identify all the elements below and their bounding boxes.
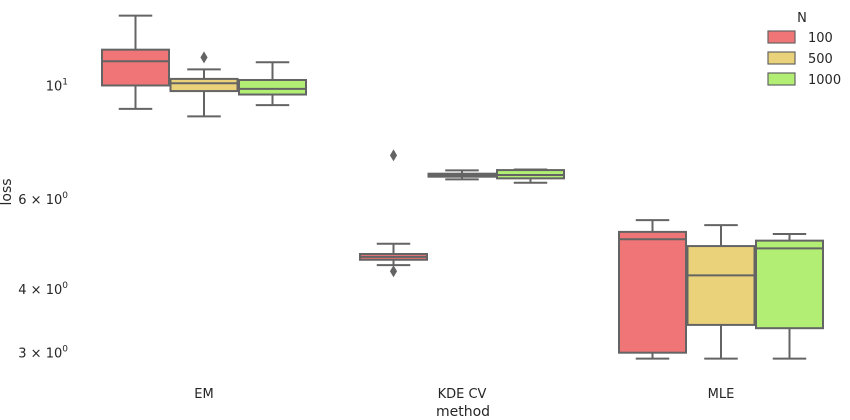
y-tick-label: 101 (46, 77, 68, 94)
y-axis: 101 6 × 100 4 × 100 3 × 100 (18, 77, 68, 361)
y-tick-label: 4 × 100 (18, 281, 68, 298)
box-group (101, 14, 170, 110)
box-iqr (755, 239, 824, 330)
box-iqr (686, 245, 756, 326)
box-group (686, 224, 756, 360)
y-axis-label: loss (0, 178, 15, 205)
legend-swatch (767, 30, 796, 44)
legend-swatch (767, 51, 796, 65)
box-group (618, 219, 687, 360)
y-tick-label: 3 × 100 (18, 345, 68, 362)
plot-area (101, 14, 824, 360)
x-tick-label: EM (194, 387, 213, 402)
legend-label: 500 (808, 52, 833, 67)
outlier-point (389, 265, 398, 278)
box-group (359, 149, 428, 278)
box-iqr (238, 78, 307, 96)
y-tick-label: 6 × 100 (18, 191, 68, 208)
x-axis: EM KDE CV MLE (194, 387, 734, 402)
x-axis-label: method (436, 404, 490, 420)
x-tick-label: MLE (708, 387, 735, 402)
box-iqr (101, 48, 170, 87)
box-group (427, 169, 497, 181)
legend-label: 100 (808, 31, 833, 46)
outlier-point (200, 51, 208, 64)
legend-title: N (797, 11, 807, 26)
outlier-point (389, 149, 398, 162)
x-tick-label: KDE CV (438, 387, 487, 402)
box-group (238, 61, 307, 107)
legend-swatch (767, 72, 796, 86)
box-iqr (618, 230, 687, 354)
box-group (169, 51, 239, 118)
legend-label: 1000 (808, 73, 841, 88)
box-iqr (169, 77, 239, 93)
box-group (755, 233, 824, 360)
box-group (496, 168, 565, 184)
